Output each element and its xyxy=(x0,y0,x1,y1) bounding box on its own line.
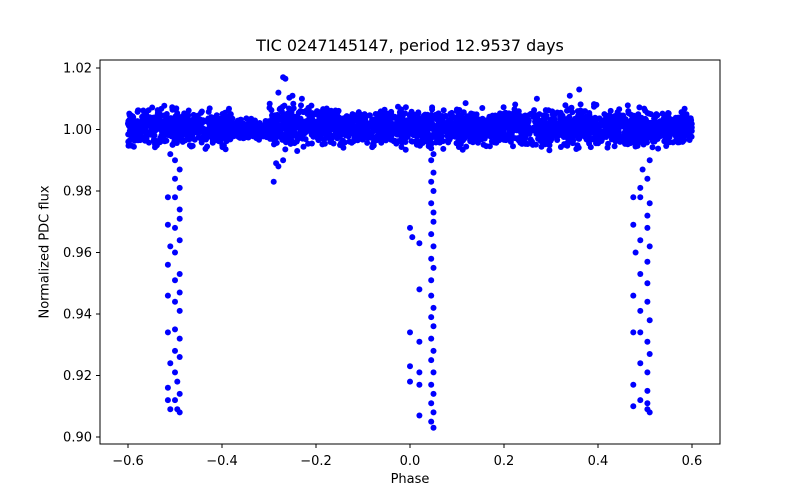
svg-text:0.96: 0.96 xyxy=(63,246,92,261)
svg-text:0.0: 0.0 xyxy=(400,454,421,469)
svg-text:0.90: 0.90 xyxy=(63,431,92,446)
scatter-points xyxy=(125,74,695,431)
svg-text:0.4: 0.4 xyxy=(588,454,609,469)
svg-text:0.92: 0.92 xyxy=(63,369,92,384)
svg-text:0.94: 0.94 xyxy=(63,308,92,323)
svg-text:−0.4: −0.4 xyxy=(206,454,238,469)
y-axis-ticks: 0.90 0.92 0.94 0.96 0.98 1.00 1.02 xyxy=(63,62,100,446)
chart-title: TIC 0247145147, period 12.9537 days xyxy=(256,36,564,55)
svg-text:0.2: 0.2 xyxy=(494,454,515,469)
svg-text:−0.2: −0.2 xyxy=(300,454,332,469)
svg-text:0.98: 0.98 xyxy=(63,185,92,200)
svg-text:0.6: 0.6 xyxy=(682,454,703,469)
svg-text:1.02: 1.02 xyxy=(63,62,92,77)
svg-text:1.00: 1.00 xyxy=(63,123,92,138)
svg-text:−0.6: −0.6 xyxy=(112,454,144,469)
x-axis-label: Phase xyxy=(390,472,430,487)
x-axis-ticks: −0.6 −0.4 −0.2 0.0 0.2 0.4 0.6 xyxy=(112,444,702,469)
